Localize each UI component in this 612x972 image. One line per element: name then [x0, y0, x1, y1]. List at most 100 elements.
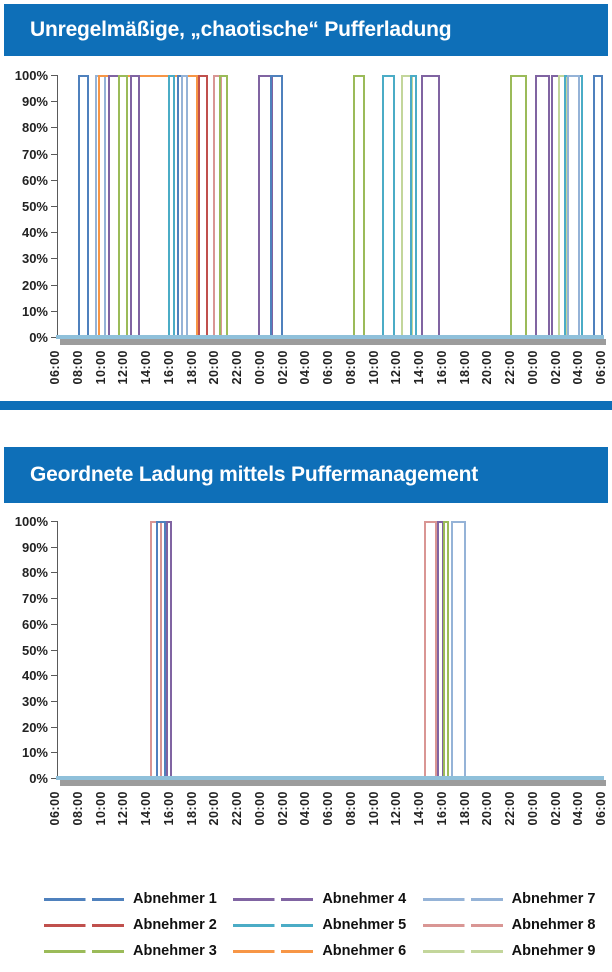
y-tick-label: 60%: [21, 616, 48, 632]
x-tick-label: 08:00: [343, 791, 358, 826]
legend-line-sample: [422, 897, 503, 901]
chart-chaotic: 100% 90% 80% 70% 60% 50% 40% 30% 20% 10% 0% 06:00 08…: [0, 56, 612, 400]
x-tick-label: 10:00: [93, 350, 108, 385]
x-tick-label: 02:00: [275, 791, 290, 826]
x-tick-label: 06:00: [594, 791, 608, 826]
y-tick-mark: [51, 232, 57, 234]
pulse-abnehmer-3: [118, 75, 129, 337]
y-tick-mark: [51, 778, 57, 779]
x-tick-label: 00:00: [252, 791, 267, 826]
x-axis-shadow: [60, 339, 606, 345]
legend-label: Abnehmer 3: [133, 943, 217, 959]
legend-label: Abnehmer 5: [322, 917, 407, 933]
y-tick-mark: [51, 572, 57, 574]
legend-item-abnehmer-9: Abnehmer 9: [422, 943, 612, 959]
x-tick-label: 16:00: [161, 791, 176, 826]
y-tick-label: 100%: [14, 68, 48, 83]
legend-label: Abnehmer 1: [133, 891, 217, 907]
x-tick-label: 12:00: [389, 791, 404, 826]
x-tick-label: 20:00: [207, 350, 222, 385]
y-tick-label: 70%: [21, 146, 48, 162]
chart-title-managed: Geordnete Ladung mittels Puffermanagemen…: [30, 463, 479, 486]
x-tick-label: 12:00: [389, 350, 404, 385]
pulse-abnehmer-1: [77, 75, 90, 337]
y-tick-mark: [51, 75, 57, 76]
legend-line-sample: [233, 897, 314, 901]
y-tick-mark: [51, 546, 57, 548]
legend-row: Abnehmer 3 Abnehmer 6 Abnehmer 9: [0, 938, 612, 964]
x-tick-label: 18:00: [184, 791, 199, 826]
x-tick-label: 10:00: [366, 791, 381, 826]
pulse-abnehmer-4: [436, 521, 444, 778]
pulse-abnehmer-3: [509, 75, 527, 337]
x-tick-label: 20:00: [480, 350, 495, 385]
legend-item-abnehmer-6: Abnehmer 6: [233, 943, 422, 959]
x-tick-label: 14:00: [412, 350, 426, 385]
legend-label: Abnehmer 9: [511, 943, 596, 959]
y-tick-mark: [51, 598, 57, 600]
y-tick-label: 0%: [29, 771, 48, 786]
y-tick-label: 10%: [21, 745, 48, 761]
x-tick-label: 22:00: [503, 350, 517, 385]
pulse-abnehmer-4: [166, 521, 172, 778]
x-axis-shadow: [60, 780, 606, 786]
pulse-abnehmer-3: [352, 75, 366, 337]
legend-line-sample: [44, 897, 124, 901]
x-tick-label: 12:00: [116, 350, 131, 385]
x-tick-label: 06:00: [321, 791, 335, 826]
legend-line-sample: [44, 923, 124, 927]
legend-item-abnehmer-7: Abnehmer 7: [422, 891, 612, 907]
pulse-abnehmer-5: [167, 75, 176, 337]
legend-line-sample: [44, 949, 124, 953]
legend-line-sample: [422, 949, 503, 953]
y-tick-label: 20%: [21, 277, 48, 293]
x-tick-label: 18:00: [457, 350, 472, 385]
legend-row: Abnehmer 2 Abnehmer 5 Abnehmer 8: [0, 912, 612, 938]
y-tick-label: 100%: [14, 514, 48, 529]
x-tick-label: 02:00: [548, 791, 563, 826]
pulse-abnehmer-2: [198, 75, 209, 337]
pulse-abnehmer-3: [218, 75, 229, 337]
x-tick-label: 10:00: [366, 350, 381, 385]
x-tick-label: 22:00: [230, 350, 244, 385]
pulse-abnehmer-4: [534, 75, 550, 337]
x-tick-label: 02:00: [548, 350, 563, 385]
legend-item-abnehmer-3: Abnehmer 3: [44, 943, 233, 959]
x-tick-label: 12:00: [116, 791, 131, 826]
x-tick-label: 04:00: [571, 791, 586, 826]
x-tick-label: 20:00: [480, 791, 495, 826]
x-tick-label: 16:00: [434, 350, 449, 385]
pulse-abnehmer-8: [212, 75, 222, 337]
x-tick-label: 10:00: [93, 791, 108, 826]
legend: Abnehmer 1 Abnehmer 4 Abnehmer 7 Abnehmer 2…: [0, 886, 612, 964]
x-axis-line: [56, 335, 604, 339]
y-tick-label: 20%: [21, 719, 48, 735]
x-tick-label: 06:00: [48, 350, 62, 385]
y-tick-label: 30%: [21, 693, 48, 709]
y-axis-line: [57, 75, 58, 339]
y-tick-mark: [51, 726, 57, 728]
x-tick-label: 14:00: [139, 350, 153, 385]
x-tick-label: 06:00: [321, 350, 335, 385]
x-tick-label: 00:00: [525, 791, 540, 826]
y-tick-mark: [51, 337, 57, 338]
pulse-abnehmer-3: [443, 521, 450, 778]
legend-label: Abnehmer 6: [322, 943, 407, 959]
pulse-abnehmer-7: [567, 75, 580, 337]
y-tick-label: 60%: [21, 172, 48, 188]
pulse-abnehmer-7: [181, 75, 188, 337]
x-tick-label: 20:00: [207, 791, 222, 826]
x-tick-label: 06:00: [594, 350, 608, 385]
legend-item-abnehmer-1: Abnehmer 1: [44, 891, 233, 907]
x-tick-label: 04:00: [571, 350, 586, 385]
pulse-abnehmer-4: [421, 75, 441, 337]
x-tick-label: 04:00: [298, 791, 313, 826]
x-tick-label: 08:00: [70, 791, 85, 826]
y-tick-label: 40%: [21, 668, 48, 684]
x-axis-line: [56, 776, 604, 780]
legend-label: Abnehmer 4: [322, 891, 407, 907]
y-tick-mark: [51, 649, 57, 651]
y-tick-mark: [51, 153, 57, 155]
y-tick-label: 90%: [21, 539, 48, 555]
